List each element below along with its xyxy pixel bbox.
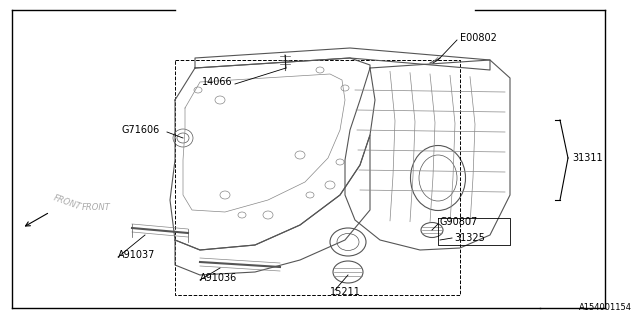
Text: 31325: 31325 bbox=[454, 233, 485, 243]
Text: G71606: G71606 bbox=[122, 125, 160, 135]
Text: FRONT: FRONT bbox=[82, 203, 111, 212]
Text: A91037: A91037 bbox=[118, 250, 156, 260]
Text: G90807: G90807 bbox=[440, 217, 478, 227]
Text: FRONT: FRONT bbox=[52, 194, 82, 212]
Text: A91036: A91036 bbox=[200, 273, 237, 283]
Text: E00802: E00802 bbox=[460, 33, 497, 43]
Text: A154001154: A154001154 bbox=[579, 303, 632, 312]
Text: 14066: 14066 bbox=[202, 77, 232, 87]
Text: 15211: 15211 bbox=[330, 287, 361, 297]
Text: 31311: 31311 bbox=[572, 153, 603, 163]
